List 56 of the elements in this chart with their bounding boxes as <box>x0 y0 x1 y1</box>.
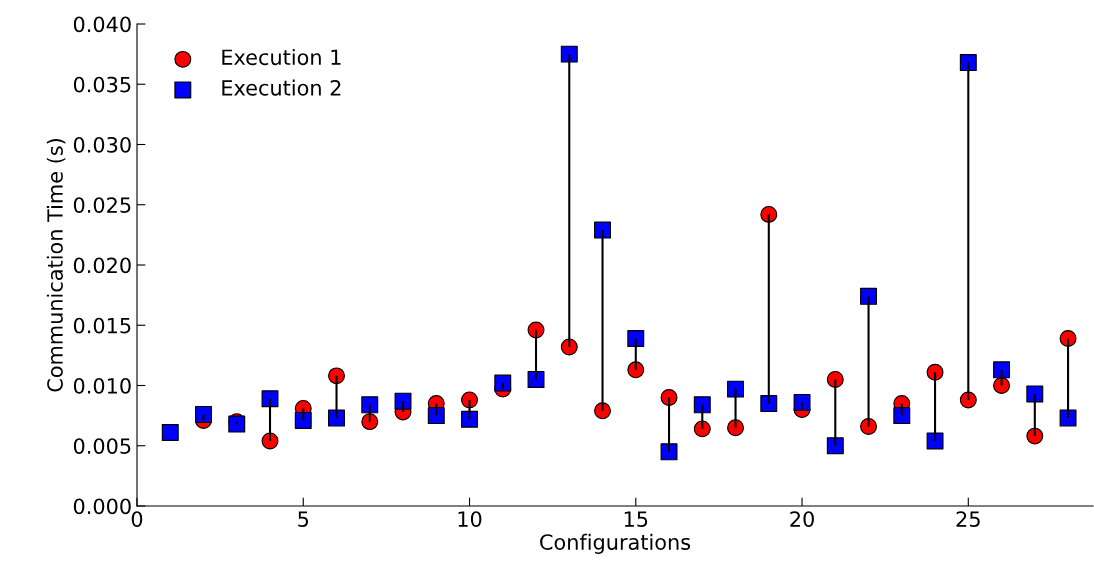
point <box>627 330 645 347</box>
point <box>826 371 844 388</box>
y-tick-label: 0.010 <box>73 377 131 394</box>
point <box>494 374 512 392</box>
point <box>361 413 379 431</box>
point <box>760 395 778 413</box>
point <box>660 443 678 461</box>
point <box>361 396 379 414</box>
x-tick-label: 10 <box>458 511 482 527</box>
point <box>693 420 711 438</box>
x-tick-label: 5 <box>298 511 309 527</box>
point <box>527 371 545 388</box>
point <box>1026 385 1044 403</box>
legend-label: Execution 1 <box>222 49 341 66</box>
point <box>959 54 977 72</box>
point <box>860 287 878 305</box>
point <box>760 205 778 223</box>
point <box>993 361 1011 379</box>
y-tick-label: 0.020 <box>73 257 131 274</box>
x-axis-title: Configurations <box>540 533 691 554</box>
legend-label: Execution 2 <box>222 79 341 96</box>
y-tick-label: 0.015 <box>73 317 131 334</box>
point <box>926 432 944 450</box>
x-tick-label: 15 <box>624 511 648 527</box>
point <box>826 437 844 455</box>
point <box>294 411 312 429</box>
point <box>993 377 1011 394</box>
x-tick-label: 25 <box>956 511 980 527</box>
point <box>1059 330 1077 347</box>
x-tick-label: 20 <box>790 511 814 527</box>
point <box>860 417 878 435</box>
y-axis-title: Communication Time (s) <box>46 139 66 392</box>
point <box>427 407 445 425</box>
point <box>627 361 645 379</box>
y-tick-label: 0.025 <box>73 197 131 213</box>
y-tick-label: 0.040 <box>73 16 131 33</box>
point <box>161 424 179 441</box>
x-tick-label: 0 <box>131 511 143 527</box>
y-tick-label: 0.035 <box>73 76 131 93</box>
y-tick-label: 0.030 <box>73 136 131 153</box>
point <box>893 407 911 425</box>
point <box>195 405 212 423</box>
point <box>560 338 578 356</box>
point <box>461 410 478 428</box>
point <box>1059 409 1077 427</box>
point <box>261 390 279 408</box>
point <box>959 391 977 409</box>
y-tick-label: 0.000 <box>73 498 131 515</box>
point <box>560 45 578 63</box>
point <box>1026 427 1044 445</box>
point <box>594 221 612 239</box>
y-tick-label: 0.005 <box>73 438 131 454</box>
point <box>727 380 745 398</box>
point <box>693 396 711 414</box>
point <box>793 393 811 411</box>
point <box>660 389 678 407</box>
